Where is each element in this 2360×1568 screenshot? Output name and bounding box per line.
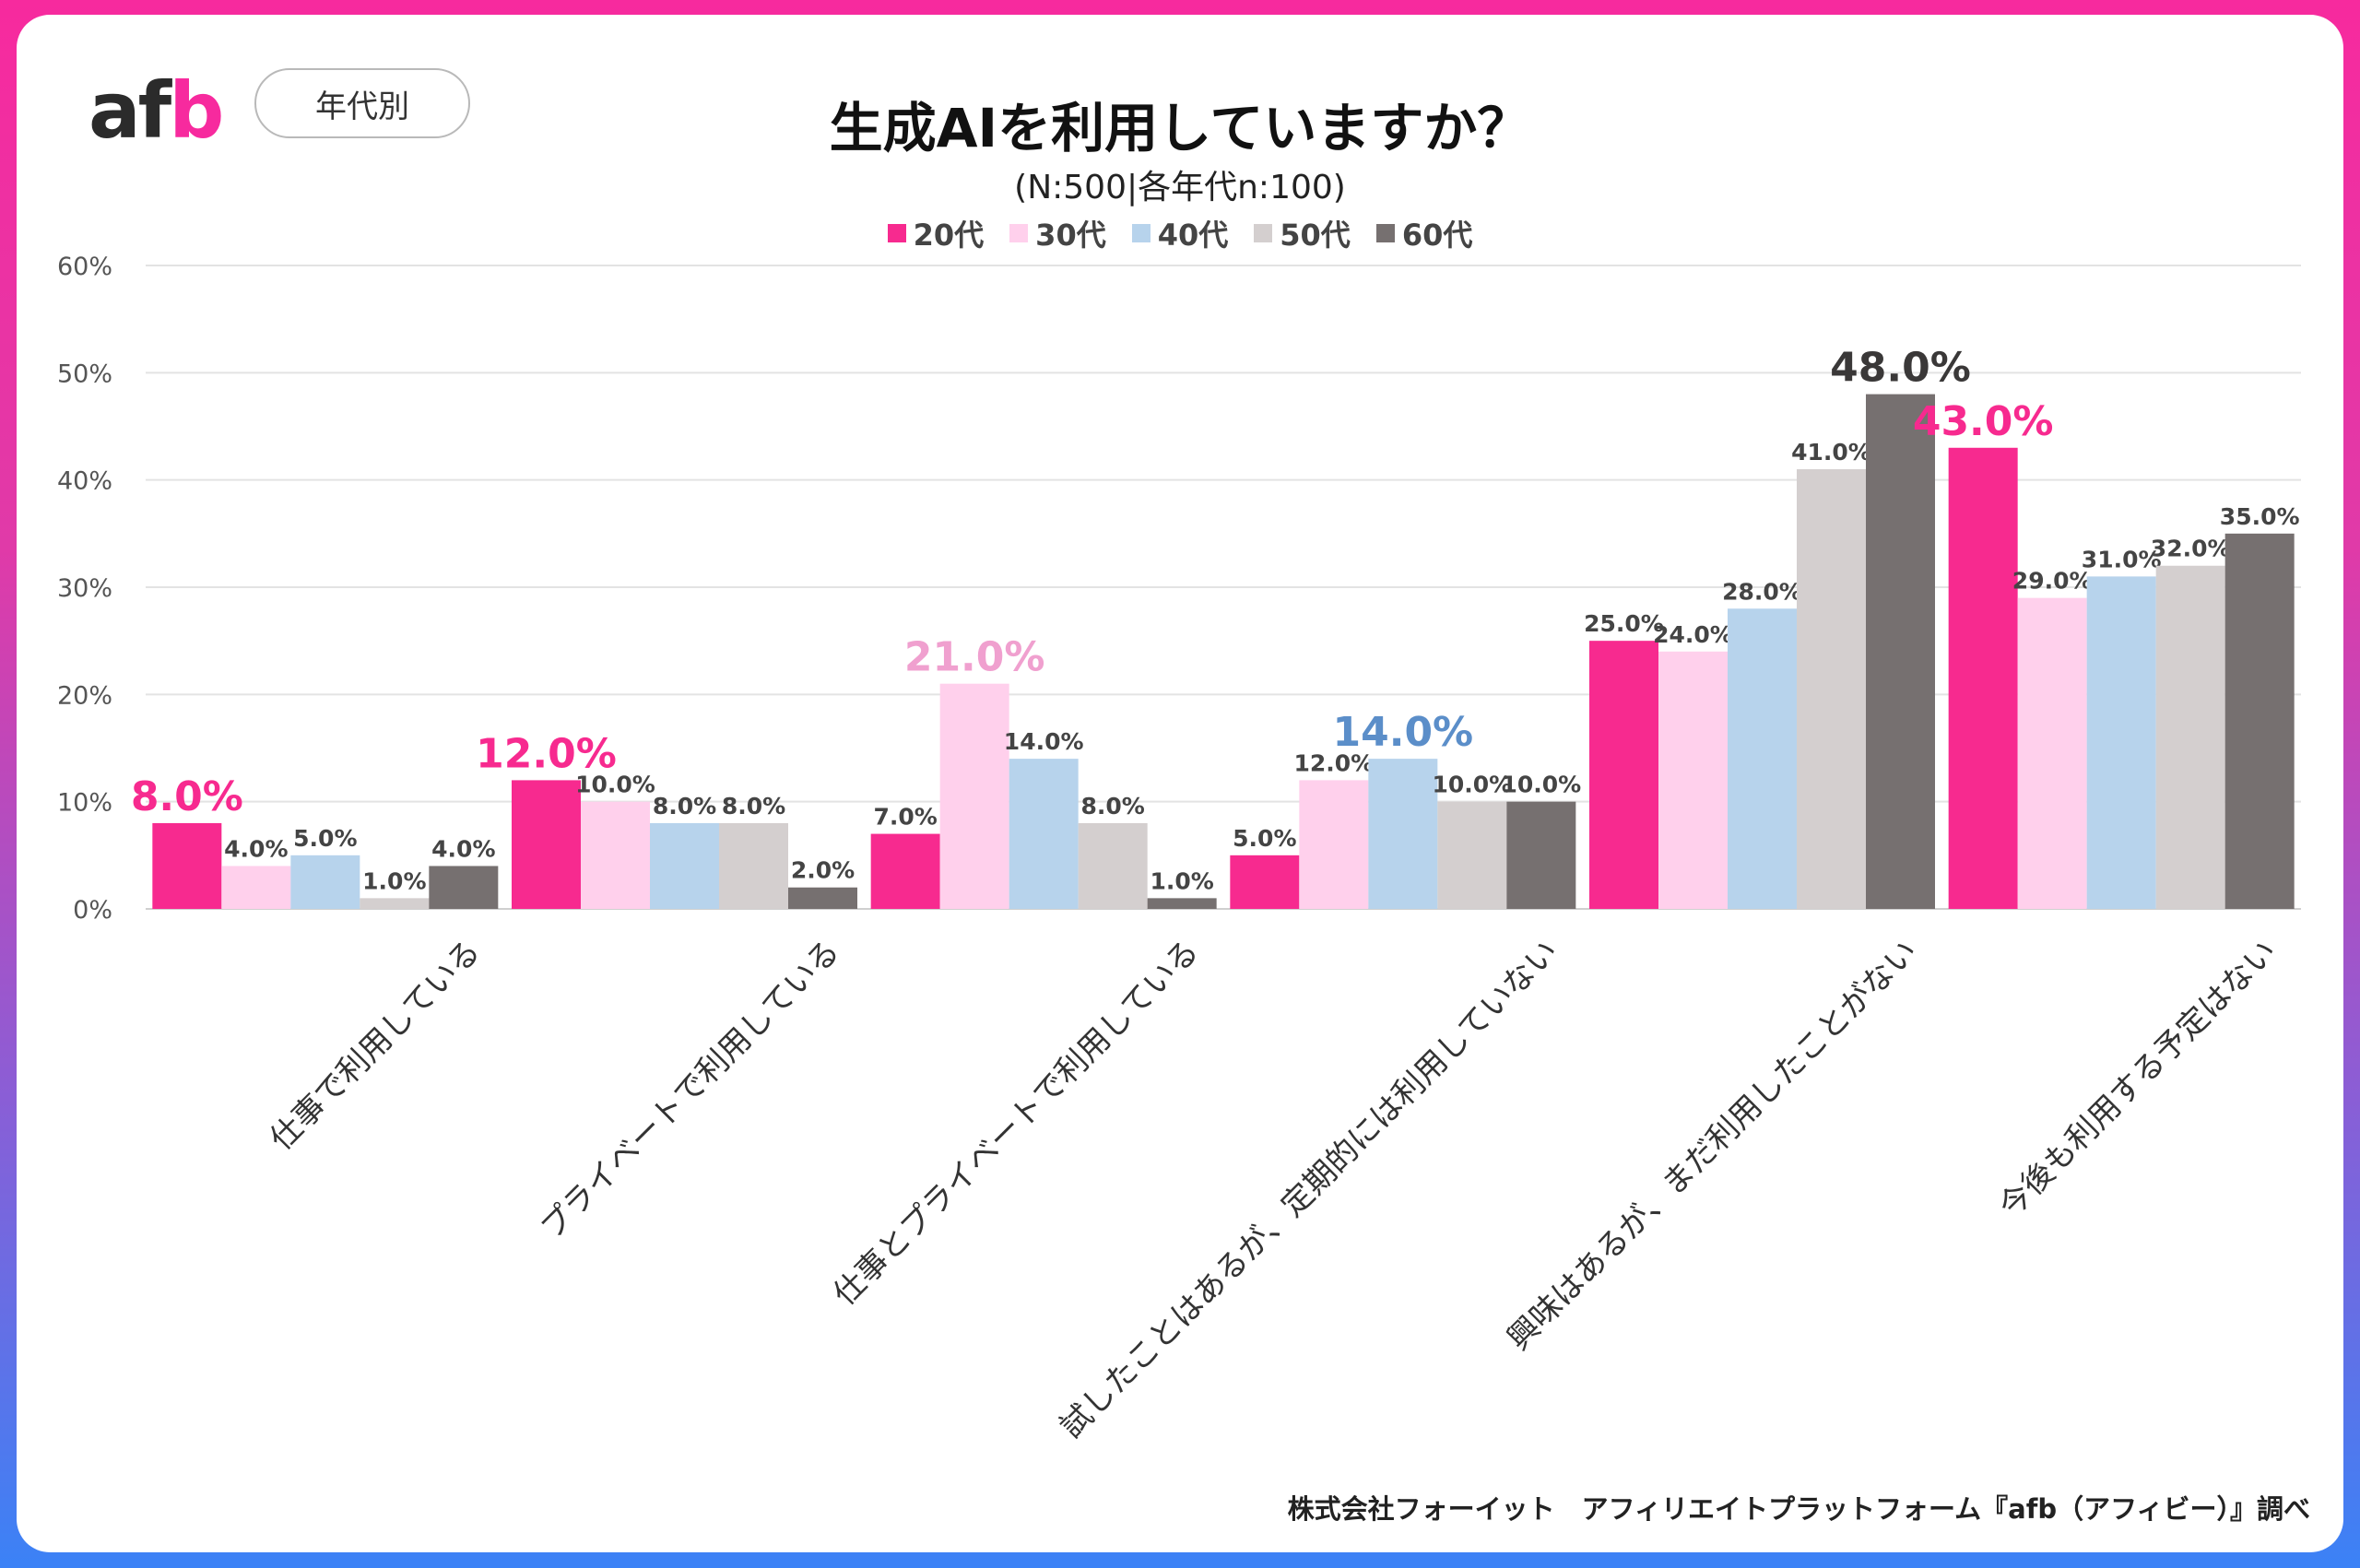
data-label: 1.0% [362, 867, 426, 894]
data-label: 48.0% [1830, 345, 1971, 392]
category-label: 仕事で利用している [263, 933, 488, 1158]
data-label: 8.0% [722, 793, 785, 819]
data-label: 41.0% [1791, 439, 1871, 466]
legend-label: 40代 [1157, 218, 1229, 253]
legend-label: 30代 [1035, 218, 1106, 253]
age-group-tag: 年代別 [254, 68, 470, 138]
data-label: 5.0% [1233, 825, 1296, 852]
data-label: 31.0% [2082, 546, 2162, 572]
y-tick-label: 30% [57, 574, 112, 603]
data-label: 4.0% [224, 835, 288, 862]
bar-4-2 [1728, 608, 1797, 909]
bar-1-3 [719, 822, 788, 909]
bar-2-0 [870, 833, 940, 909]
y-tick-label: 0% [73, 896, 112, 925]
legend-swatch [1131, 224, 1150, 242]
bar-0-3 [360, 898, 430, 909]
bar-2-3 [1078, 822, 1148, 909]
y-tick-label: 10% [57, 789, 112, 818]
bar-2-4 [1147, 898, 1217, 909]
chart-subtitle: (N:500|各年代n:100) [1014, 169, 1346, 206]
category-label: 仕事とプライベートで利用している [826, 933, 1206, 1313]
data-label: 5.0% [293, 825, 357, 852]
bar-4-0 [1589, 641, 1658, 909]
data-label: 25.0% [1584, 610, 1664, 637]
data-label: 21.0% [904, 634, 1045, 681]
y-tick-label: 50% [57, 360, 112, 388]
legend-swatch [1254, 224, 1273, 242]
bar-4-1 [1658, 651, 1728, 909]
bar-3-0 [1230, 855, 1300, 909]
bar-2-2 [1009, 759, 1079, 909]
data-label: 4.0% [431, 835, 495, 862]
afb-logo: afb [88, 72, 224, 149]
y-tick-label: 60% [57, 253, 112, 281]
bar-1-0 [512, 780, 581, 909]
data-label: 10.0% [575, 772, 655, 798]
chart-card: afb 年代別 生成AIを利用していますか？ (N:500|各年代n:100) … [17, 15, 2343, 1552]
bar-3-3 [1437, 801, 1507, 909]
bar-3-2 [1368, 759, 1438, 909]
y-tick-label: 20% [57, 681, 112, 710]
bar-5-3 [2155, 565, 2225, 909]
legend-label: 60代 [1401, 218, 1473, 253]
data-label: 29.0% [2012, 568, 2093, 595]
bar-5-1 [2017, 597, 2087, 909]
data-label: 35.0% [2220, 503, 2300, 530]
logo-accent: b [169, 65, 224, 156]
bar-1-1 [581, 801, 650, 909]
legend-swatch [887, 224, 906, 242]
bar-0-0 [152, 822, 222, 909]
data-label: 7.0% [873, 804, 937, 831]
legend-swatch [1009, 224, 1029, 242]
legend-item-2: 40代 [1131, 212, 1229, 254]
data-label: 12.0% [476, 730, 617, 777]
legend-item-0: 20代 [887, 212, 985, 254]
bar-1-2 [650, 822, 719, 909]
source-note: 株式会社フォーイット アフィリエイトプラットフォーム『afb（アフィビー）』調べ [1287, 1493, 2310, 1525]
bar-0-4 [429, 866, 499, 909]
legend-item-1: 30代 [1009, 212, 1106, 254]
data-label: 28.0% [1722, 578, 1802, 605]
data-label: 8.0% [131, 773, 243, 820]
data-label: 2.0% [791, 857, 855, 884]
bar-5-2 [2086, 576, 2156, 909]
logo-text: af [88, 65, 171, 156]
data-label: 14.0% [1333, 709, 1474, 756]
data-label: 14.0% [1004, 728, 1084, 755]
bar-3-1 [1299, 780, 1369, 909]
data-label: 10.0% [1432, 772, 1512, 798]
bar-chart: 0%10%20%30%40%50%60%8.0%4.0% 5.0%1.0%4.0%… [57, 253, 2301, 1445]
bar-1-4 [788, 887, 857, 909]
bar-3-4 [1506, 801, 1576, 909]
data-label: 10.0% [1501, 772, 1581, 798]
bar-0-2 [290, 855, 360, 909]
legend-item-3: 50代 [1254, 212, 1351, 254]
bar-2-1 [939, 683, 1009, 909]
legend-item-4: 60代 [1375, 212, 1473, 254]
bar-5-0 [1948, 447, 2018, 909]
chart-legend: 20代 30代 40代 50代 60代 [17, 212, 2343, 254]
legend-label: 50代 [1280, 218, 1351, 253]
category-label: プライベートで利用している [534, 933, 847, 1246]
category-label: 興味はあるが、まだ利用したことがない [1500, 933, 1925, 1358]
category-label: 今後も利用する予定はない [1992, 933, 2284, 1225]
y-tick-label: 40% [57, 467, 112, 496]
bar-4-4 [1866, 394, 1935, 910]
data-label: 1.0% [1150, 867, 1213, 894]
data-label: 8.0% [653, 793, 716, 819]
bar-0-1 [221, 866, 291, 909]
legend-swatch [1375, 224, 1395, 242]
chart-title: 生成AIを利用していますか？ [829, 97, 1531, 159]
data-label: 12.0% [1293, 749, 1374, 776]
bar-4-3 [1797, 469, 1866, 909]
data-label: 43.0% [1913, 398, 2054, 445]
data-label: 8.0% [1080, 793, 1144, 819]
legend-label: 20代 [913, 218, 985, 253]
data-label: 24.0% [1653, 621, 1733, 648]
bar-5-4 [2224, 533, 2295, 909]
data-label: 32.0% [2151, 536, 2231, 562]
